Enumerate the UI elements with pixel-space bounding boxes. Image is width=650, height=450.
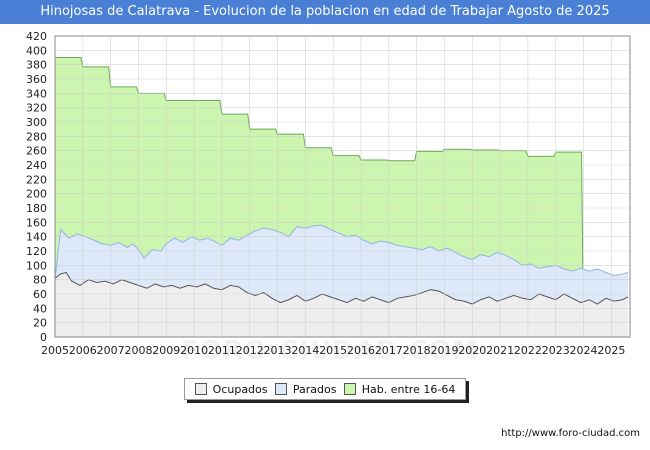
x-tick-label: 2009 xyxy=(152,344,180,357)
y-tick-label: 100 xyxy=(26,259,47,272)
source-url: http://www.foro-ciudad.com xyxy=(501,428,640,439)
watermark: FORO-CIUDAD.COM xyxy=(180,336,480,366)
x-tick-label: 2008 xyxy=(124,344,152,357)
x-tick-label: 2016 xyxy=(347,344,375,357)
x-tick-label: 2005 xyxy=(41,344,69,357)
legend-label-ocupados: Ocupados xyxy=(212,382,268,396)
y-tick-label: 40 xyxy=(33,302,47,315)
y-tick-label: 220 xyxy=(26,173,47,186)
y-tick-label: 300 xyxy=(26,116,47,129)
y-tick-label: 240 xyxy=(26,159,47,172)
x-tick-label: 2022 xyxy=(514,344,542,357)
y-tick-label: 360 xyxy=(26,73,47,86)
x-tick-label: 2023 xyxy=(542,344,570,357)
x-tick-label: 2015 xyxy=(319,344,347,357)
x-tick-label: 2024 xyxy=(570,344,598,357)
y-tick-label: 320 xyxy=(26,102,47,115)
legend-swatch-parados xyxy=(274,383,287,395)
x-tick-label: 2012 xyxy=(236,344,264,357)
y-tick-label: 0 xyxy=(40,331,47,344)
legend-item-ocupados: Ocupados xyxy=(194,382,268,396)
y-tick-label: 380 xyxy=(26,59,47,72)
legend-swatch-hab xyxy=(343,383,356,395)
chart-title: Hinojosas de Calatrava - Evolucion de la… xyxy=(0,0,650,24)
legend-item-parados: Parados xyxy=(274,382,337,396)
x-tick-label: 2025 xyxy=(597,344,625,357)
y-tick-label: 60 xyxy=(33,288,47,301)
y-tick-label: 280 xyxy=(26,130,47,143)
y-tick-label: 20 xyxy=(33,317,47,330)
y-tick-label: 420 xyxy=(26,30,47,43)
x-tick-label: 2011 xyxy=(208,344,236,357)
x-tick-label: 2013 xyxy=(264,344,292,357)
y-tick-label: 140 xyxy=(26,231,47,244)
y-tick-label: 200 xyxy=(26,188,47,201)
legend-item-hab: Hab. entre 16-64 xyxy=(343,382,456,396)
y-tick-label: 260 xyxy=(26,145,47,158)
x-tick-label: 2014 xyxy=(291,344,319,357)
x-tick-label: 2020 xyxy=(458,344,486,357)
series-line-parados xyxy=(54,224,629,280)
plot-frame xyxy=(54,35,631,338)
y-tick-label: 80 xyxy=(33,274,47,287)
legend-swatch-ocupados xyxy=(194,383,207,395)
x-tick-label: 2019 xyxy=(430,344,458,357)
legend-label-parados: Parados xyxy=(292,382,337,396)
y-tick-label: 340 xyxy=(26,87,47,100)
legend-label-hab: Hab. entre 16-64 xyxy=(361,382,456,396)
y-tick-label: 120 xyxy=(26,245,47,258)
y-tick-label: 160 xyxy=(26,216,47,229)
series-line-ocupados xyxy=(54,271,629,305)
y-tick-label: 180 xyxy=(26,202,47,215)
series-area-ocupados xyxy=(55,272,629,337)
chart-legend: Ocupados Parados Hab. entre 16-64 xyxy=(184,378,466,400)
x-tick-label: 2017 xyxy=(375,344,403,357)
x-tick-label: 2010 xyxy=(180,344,208,357)
x-tick-label: 2007 xyxy=(97,344,125,357)
x-tick-label: 2018 xyxy=(403,344,431,357)
x-tick-label: 2021 xyxy=(486,344,514,357)
y-tick-label: 400 xyxy=(26,44,47,57)
x-tick-label: 2006 xyxy=(69,344,97,357)
